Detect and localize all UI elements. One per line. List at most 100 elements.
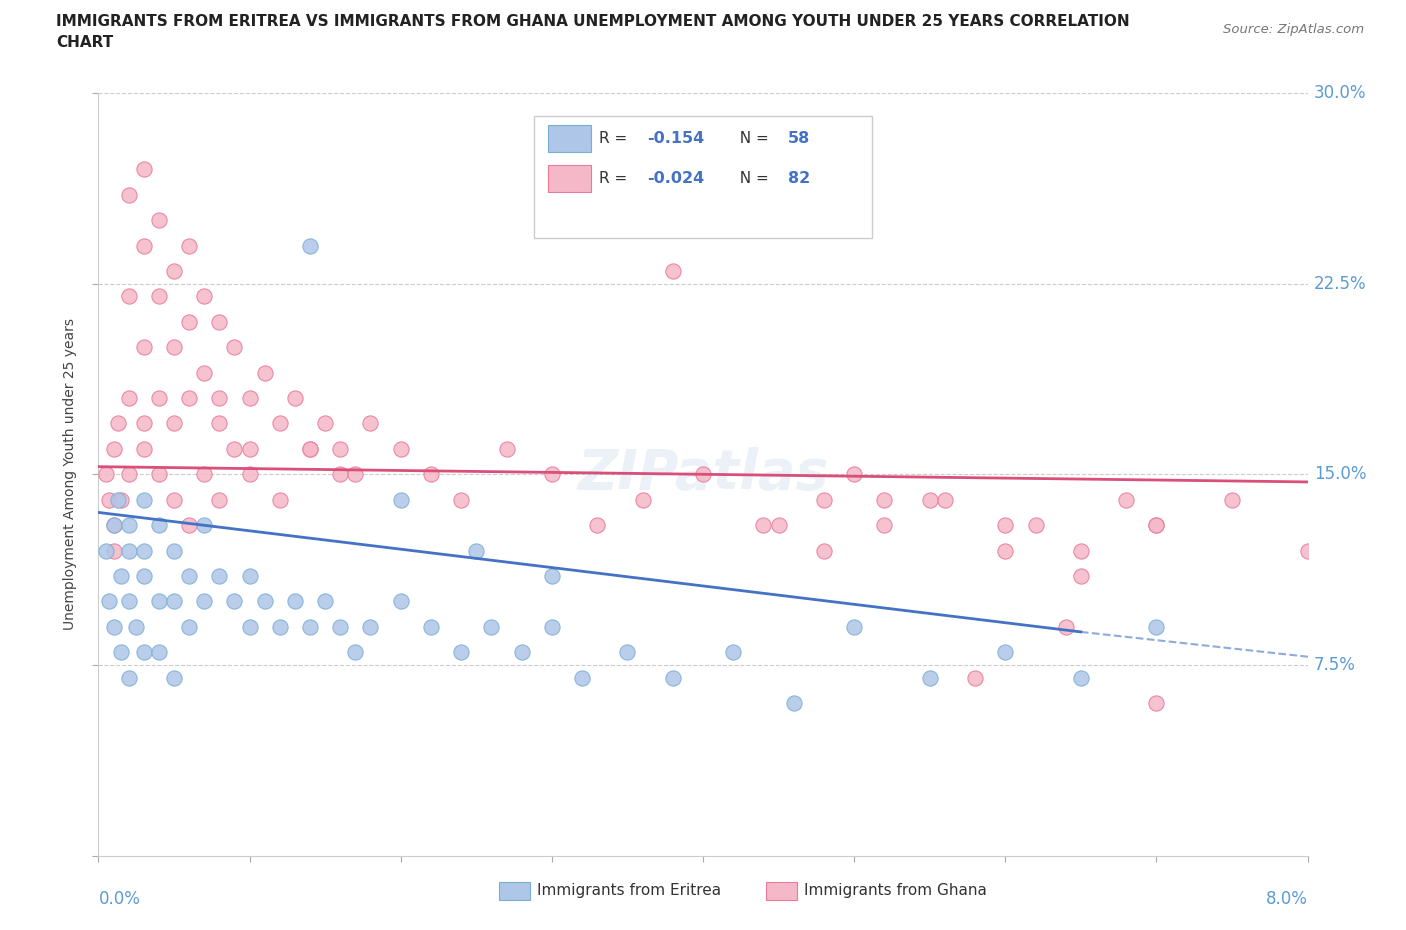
Text: N =: N = xyxy=(730,171,773,186)
Point xyxy=(813,492,835,507)
Point xyxy=(1146,518,1168,533)
Point xyxy=(208,314,231,329)
Point xyxy=(98,594,121,609)
Point xyxy=(239,391,262,405)
Point xyxy=(540,619,562,634)
Point xyxy=(132,416,155,431)
Point xyxy=(132,644,155,659)
Text: 8.0%: 8.0% xyxy=(1265,890,1308,908)
Point xyxy=(420,619,443,634)
Point xyxy=(179,518,201,533)
Point xyxy=(314,594,336,609)
Point xyxy=(965,671,987,685)
Point xyxy=(208,568,231,583)
Point xyxy=(918,671,941,685)
Text: R =: R = xyxy=(599,131,633,146)
Point xyxy=(1070,543,1092,558)
Point xyxy=(148,518,170,533)
Text: R =: R = xyxy=(599,171,633,186)
Point xyxy=(103,442,125,457)
Bar xyxy=(548,125,591,152)
Point xyxy=(360,619,382,634)
Point xyxy=(994,543,1017,558)
Point xyxy=(450,492,472,507)
Point xyxy=(239,568,262,583)
Point xyxy=(299,442,322,457)
Point xyxy=(389,492,412,507)
Text: 0.0%: 0.0% xyxy=(98,890,141,908)
Point xyxy=(481,619,503,634)
Point xyxy=(132,238,155,253)
Point xyxy=(994,518,1017,533)
Point xyxy=(329,619,352,634)
Point xyxy=(94,543,117,558)
Point xyxy=(224,594,246,609)
Point xyxy=(389,442,412,457)
Point xyxy=(163,543,186,558)
Point xyxy=(540,568,562,583)
Text: CHART: CHART xyxy=(56,35,114,50)
Text: 58: 58 xyxy=(787,131,810,146)
Point xyxy=(1296,543,1319,558)
Point xyxy=(571,671,593,685)
Point xyxy=(783,696,806,711)
Point xyxy=(118,467,141,482)
Point xyxy=(844,467,866,482)
Point xyxy=(1220,492,1243,507)
Point xyxy=(450,644,472,659)
Point xyxy=(208,416,231,431)
Point xyxy=(314,416,336,431)
Point xyxy=(103,518,125,533)
Point xyxy=(132,442,155,457)
Point xyxy=(94,467,117,482)
FancyBboxPatch shape xyxy=(534,116,872,238)
Point xyxy=(103,619,125,634)
Point xyxy=(813,543,835,558)
Point xyxy=(495,442,517,457)
Point xyxy=(844,619,866,634)
Point xyxy=(661,671,683,685)
Point xyxy=(586,518,609,533)
Point xyxy=(299,238,322,253)
Point xyxy=(110,644,132,659)
Text: IMMIGRANTS FROM ERITREA VS IMMIGRANTS FROM GHANA UNEMPLOYMENT AMONG YOUTH UNDER : IMMIGRANTS FROM ERITREA VS IMMIGRANTS FR… xyxy=(56,14,1130,29)
Point xyxy=(193,518,215,533)
Point xyxy=(107,416,129,431)
Point xyxy=(723,644,745,659)
Point xyxy=(118,187,141,202)
Point xyxy=(179,238,201,253)
Point xyxy=(1146,696,1168,711)
Point xyxy=(118,289,141,304)
Text: ZIPatlas: ZIPatlas xyxy=(578,447,828,501)
Point xyxy=(163,416,186,431)
Point xyxy=(163,263,186,278)
Text: 22.5%: 22.5% xyxy=(1313,274,1367,293)
Point xyxy=(118,518,141,533)
Point xyxy=(132,543,155,558)
Text: 15.0%: 15.0% xyxy=(1313,465,1367,484)
Point xyxy=(98,492,121,507)
Point xyxy=(239,467,262,482)
Point xyxy=(329,442,352,457)
Point xyxy=(918,492,941,507)
Point xyxy=(193,467,215,482)
Point xyxy=(224,442,246,457)
Point xyxy=(1115,492,1137,507)
Point xyxy=(179,568,201,583)
Point xyxy=(148,391,170,405)
Text: Immigrants from Eritrea: Immigrants from Eritrea xyxy=(537,884,721,898)
Text: 82: 82 xyxy=(787,171,810,186)
Text: N =: N = xyxy=(730,131,773,146)
Point xyxy=(239,442,262,457)
Point xyxy=(269,619,291,634)
Point xyxy=(768,518,790,533)
Point xyxy=(118,543,141,558)
Point xyxy=(110,492,132,507)
Point xyxy=(344,467,367,482)
Point xyxy=(616,644,638,659)
Point xyxy=(103,543,125,558)
Point xyxy=(163,339,186,354)
Point xyxy=(510,644,533,659)
Point xyxy=(193,594,215,609)
Point xyxy=(1146,619,1168,634)
